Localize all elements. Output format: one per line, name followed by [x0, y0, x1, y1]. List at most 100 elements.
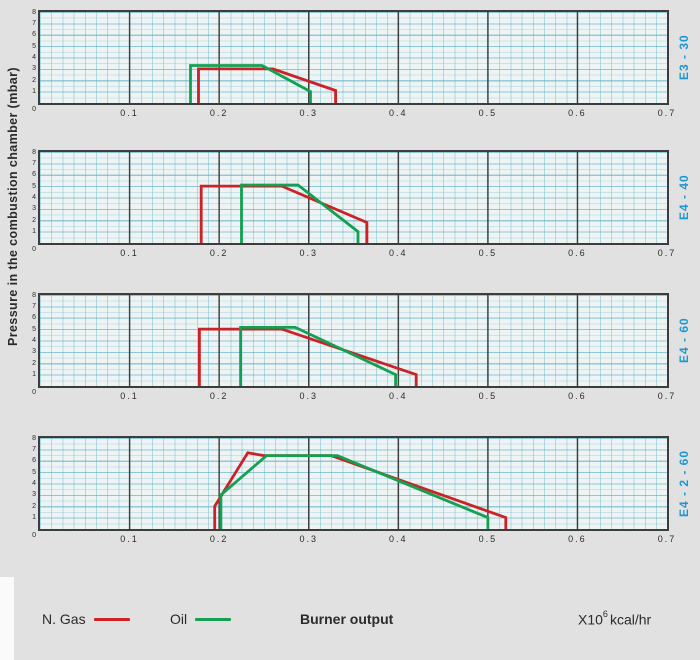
chart-panel: 1 2 3 4 5 6 7 8 0 0.1 0.2 0.3 0.4 0.5 0.6 0.7 E4 - 40: [32, 149, 691, 259]
y-tick-label: 2: [32, 502, 36, 510]
x-tick-label: 0.6: [568, 108, 587, 118]
y-tick-label: 3: [32, 348, 36, 356]
x-tick-label: 0.6: [568, 534, 587, 544]
y-tick-label: 6: [32, 457, 36, 465]
y-tick-label: 2: [32, 76, 36, 84]
x-tick-label: 0.4: [389, 534, 408, 544]
plot-svg: [128, 438, 579, 529]
x-tick-label: 0.4: [389, 248, 408, 258]
plot-area: [38, 436, 669, 531]
x-tick-label: 0.3: [299, 248, 318, 258]
x-tick-label: 0.6: [568, 248, 587, 258]
x-tick-label: 0.5: [478, 248, 498, 258]
x-tick-label: 0.7: [657, 391, 677, 401]
y-tick-label: 1: [32, 514, 36, 522]
x-tick-label: 0.2: [209, 391, 229, 401]
y-tick-label: 3: [32, 65, 36, 73]
y-tick-label: 2: [32, 216, 36, 224]
y-tick-label: 8: [32, 291, 36, 299]
y-tick-label: 7: [32, 19, 36, 27]
y-tick-label: 4: [32, 54, 36, 61]
y-tick-label: 6: [32, 314, 36, 322]
legend-item-oil: Oil: [170, 611, 232, 627]
y-tick-label: 8: [32, 434, 36, 442]
oil-curve: [239, 326, 398, 386]
y-tick-label: 1: [32, 228, 36, 236]
y-tick-label: 3: [32, 491, 36, 499]
x-tick-label: 0.5: [478, 108, 498, 118]
gas-curve: [213, 451, 508, 529]
y-tick-label: 7: [32, 302, 36, 310]
chart-panel: 1 2 3 4 5 6 7 8 0 0.1 0.2 0.3 0.4 0.5 0.6 0.7 E4 - 60: [32, 292, 691, 402]
y-tick-label: 3: [32, 205, 36, 213]
x-tick-label: 0.1: [120, 248, 139, 258]
y-tick-label: 5: [32, 42, 36, 50]
gas-curve: [197, 327, 418, 386]
y-tick-label: 4: [32, 337, 36, 344]
x-tick-label: 0.6: [568, 391, 587, 401]
oil-curve: [219, 454, 490, 529]
chart-panel: 1 2 3 4 5 6 7 8 0 0.1 0.2 0.3 0.4 0.5 0.6 0.7 E3 - 30: [32, 9, 691, 119]
x-tick-label: 0.3: [299, 391, 318, 401]
origin-tick-label: 0: [32, 389, 36, 396]
panel-model-tag: E4 - 60: [677, 317, 691, 364]
gas-curve: [199, 184, 369, 243]
panel-model-tag: E3 - 30: [677, 34, 691, 81]
y-tick-label: 5: [32, 182, 36, 190]
plot-svg: [128, 152, 579, 243]
origin-tick-label: 0: [32, 106, 36, 113]
x-tick-label: 0.2: [209, 534, 229, 544]
origin-tick-label: 0: [32, 532, 36, 539]
plot-svg: [128, 12, 579, 103]
panel-model-tag: E4 - 40: [677, 174, 691, 221]
chart-panel: 1 2 3 4 5 6 7 8 0 0.1 0.2 0.3 0.4 0.5 0.6 0.7 E4 - 2 - 6…: [32, 435, 691, 545]
x-unit-suffix: kcal/hr: [609, 611, 652, 628]
y-tick-label: 5: [32, 468, 36, 476]
y-tick-label: 5: [32, 325, 36, 333]
y-axis-label: Pressure in the combustion chamber (mbar…: [6, 67, 20, 347]
y-tick-label: 6: [32, 31, 36, 39]
y-tick-label: 2: [32, 359, 36, 367]
gas-legend-label: N. Gas: [42, 611, 86, 627]
x-axis-unit: X106 kcal/hr: [578, 609, 652, 628]
gas-curve: [197, 67, 338, 103]
y-tick-label: 6: [32, 171, 36, 179]
page-margin-strip: [0, 577, 14, 660]
legend: N. Gas Oil Burner output X106 kcal/hr: [0, 603, 700, 643]
gas-legend-swatch: [93, 617, 130, 621]
x-tick-label: 0.1: [120, 391, 139, 401]
x-tick-label: 0.3: [299, 534, 318, 544]
plot-area: [38, 150, 669, 245]
y-tick-label: 8: [32, 148, 36, 156]
origin-tick-label: 0: [32, 246, 36, 253]
x-tick-label: 0.5: [478, 391, 498, 401]
x-tick-label: 0.4: [389, 391, 408, 401]
panel-model-tag: E4 - 2 - 60: [677, 449, 691, 518]
x-tick-label: 0.3: [299, 108, 318, 118]
plot-svg: [128, 295, 579, 386]
x-unit-exponent: 6: [602, 609, 608, 619]
oil-legend-swatch: [195, 617, 232, 621]
y-tick-label: 1: [32, 88, 36, 96]
y-tick-label: 7: [32, 159, 36, 167]
x-tick-label: 0.4: [389, 108, 408, 118]
y-tick-label: 8: [32, 8, 36, 16]
oil-legend-label: Oil: [170, 611, 188, 627]
x-tick-label: 0.2: [209, 248, 229, 258]
plot-area: [38, 10, 669, 105]
x-tick-label: 0.7: [657, 534, 677, 544]
x-tick-label: 0.7: [657, 108, 677, 118]
y-tick-label: 7: [32, 445, 36, 453]
plot-area: [38, 293, 669, 388]
x-axis-label: Burner output: [300, 611, 394, 627]
oil-curve: [240, 183, 360, 243]
x-tick-label: 0.1: [120, 534, 139, 544]
y-tick-label: 4: [32, 480, 36, 487]
y-tick-label: 1: [32, 371, 36, 379]
legend-item-gas: N. Gas: [42, 611, 130, 627]
x-tick-label: 0.7: [657, 248, 677, 258]
y-tick-label: 4: [32, 194, 36, 201]
oil-curve: [189, 64, 312, 103]
x-unit-base: X10: [578, 611, 603, 628]
